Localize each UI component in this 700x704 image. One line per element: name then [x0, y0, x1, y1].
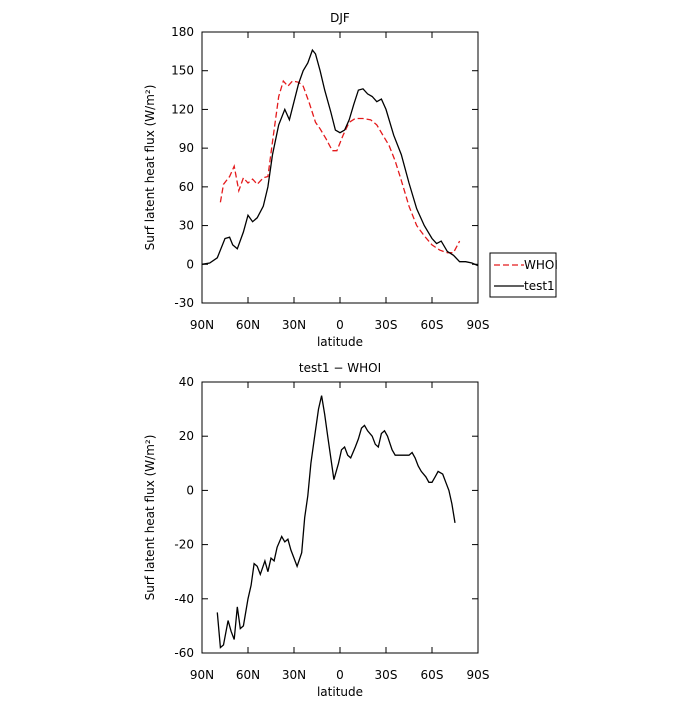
- y-tick-label: -40: [174, 592, 194, 606]
- y-tick-label: 30: [179, 219, 194, 233]
- y-tick-label: 0: [186, 483, 194, 497]
- x-tick-label: 30S: [375, 318, 398, 332]
- legend-label: WHOI: [524, 258, 558, 272]
- data-line: [219, 79, 461, 254]
- x-tick-label: 30N: [282, 668, 306, 682]
- x-tick-label: 90S: [467, 318, 490, 332]
- x-tick-label: 0: [336, 318, 344, 332]
- x-tick-label: 90N: [190, 318, 214, 332]
- y-tick-label: 150: [171, 64, 194, 78]
- x-tick-label: 60S: [421, 318, 444, 332]
- x-axis-label: latitude: [317, 335, 363, 349]
- y-tick-label: -60: [174, 646, 194, 660]
- x-tick-label: 90S: [467, 668, 490, 682]
- y-axis-label: Surf latent heat flux (W/m²): [143, 435, 157, 601]
- data-line: [201, 48, 479, 267]
- legend-label: test1: [524, 279, 555, 293]
- y-tick-label: 0: [186, 257, 194, 271]
- y-tick-label: 90: [179, 141, 194, 155]
- chart-title: test1 − WHOI: [299, 361, 381, 375]
- y-tick-label: -20: [174, 538, 194, 552]
- y-tick-label: 60: [179, 180, 194, 194]
- y-tick-label: 120: [171, 102, 194, 116]
- y-tick-label: -30: [174, 296, 194, 310]
- y-tick-label: 40: [179, 375, 194, 389]
- x-axis-label: latitude: [317, 685, 363, 699]
- x-tick-label: 90N: [190, 668, 214, 682]
- x-tick-label: 30N: [282, 318, 306, 332]
- legend-box: [489, 252, 557, 298]
- y-tick-label: 180: [171, 25, 194, 39]
- data-line: [216, 395, 456, 649]
- chart-title: DJF: [330, 11, 350, 25]
- x-tick-label: 0: [336, 668, 344, 682]
- y-tick-label: 20: [179, 429, 194, 443]
- x-tick-label: 60S: [421, 668, 444, 682]
- x-tick-label: 30S: [375, 668, 398, 682]
- x-tick-label: 60N: [236, 318, 260, 332]
- y-axis-label: Surf latent heat flux (W/m²): [143, 85, 157, 251]
- x-tick-label: 60N: [236, 668, 260, 682]
